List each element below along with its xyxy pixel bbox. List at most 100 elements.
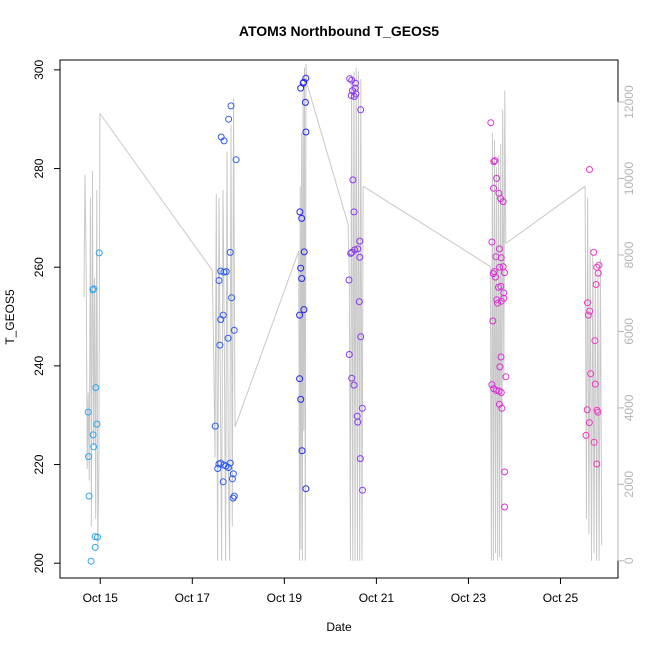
data-point (354, 418, 362, 426)
data-point (229, 470, 237, 478)
data-point (300, 248, 308, 256)
data-point (496, 363, 504, 371)
data-point (227, 102, 235, 110)
data-point (502, 373, 510, 381)
axes-layer: Oct 15 Oct 17 Oct 19 Oct 21 Oct 23 Oct 25 200 2… (32, 59, 636, 605)
data-point (350, 93, 358, 100)
data-point (298, 447, 306, 455)
y-tick-label: 260 (32, 257, 46, 277)
data-point (594, 269, 602, 277)
data-point (346, 75, 354, 83)
data-point (345, 276, 353, 284)
data-point (594, 408, 602, 416)
altitude-connector-line-4 (362, 185, 491, 267)
data-point (224, 464, 232, 471)
data-point (89, 286, 97, 294)
data-point (226, 459, 234, 467)
data-point (490, 158, 498, 166)
data-point (94, 533, 101, 541)
secondary-y-tick-label: 12000 (622, 85, 636, 119)
altitude-flight-line-1 (83, 113, 101, 546)
data-point (487, 119, 495, 127)
data-point (225, 115, 233, 123)
data-point (584, 311, 592, 319)
y-tick-label: 280 (32, 158, 46, 178)
data-point (297, 84, 305, 92)
data-point (496, 263, 504, 271)
data-point (582, 431, 590, 439)
data-point (586, 166, 593, 173)
data-point (583, 406, 591, 414)
data-point (586, 307, 594, 315)
data-point (357, 333, 365, 341)
x-tick-label: Oct 17 (175, 591, 211, 605)
data-point (359, 486, 366, 494)
data-point (214, 465, 222, 472)
secondary-y-tick-label: 4000 (622, 394, 636, 421)
data-point (592, 281, 600, 288)
data-point (350, 381, 358, 389)
data-point (498, 404, 506, 412)
data-point (501, 269, 508, 277)
y-tick-label: 240 (32, 356, 46, 376)
data-point (501, 503, 509, 511)
altitude-flight-line-3 (298, 63, 308, 561)
data-point (350, 208, 358, 216)
data-point (354, 245, 362, 253)
data-point (357, 106, 365, 114)
data-point (89, 431, 97, 439)
data-point (492, 273, 499, 281)
data-point (587, 370, 595, 378)
data-point (355, 298, 363, 306)
data-point (93, 420, 101, 428)
data-point (219, 478, 227, 486)
data-point (228, 475, 236, 483)
data-point (488, 238, 496, 246)
chart-title: ATOM3 Northbound T_GEOS5 (239, 23, 439, 39)
y-tick-label: 300 (32, 60, 46, 80)
data-point (499, 198, 507, 206)
data-point (591, 380, 599, 388)
data-point (497, 353, 505, 361)
altitude-flight-line-6 (584, 186, 603, 561)
data-point (591, 337, 599, 345)
data-point (220, 137, 228, 145)
data-point (347, 92, 355, 99)
data-point (230, 492, 238, 500)
data-point (495, 245, 503, 253)
scatter-points-layer (84, 74, 603, 565)
data-point (497, 282, 505, 290)
data-point (490, 184, 497, 192)
altitude-connector-line-3 (306, 82, 349, 225)
data-point (488, 381, 496, 389)
data-point (358, 404, 366, 412)
x-axis-label: Date (326, 620, 352, 634)
data-point (302, 128, 310, 136)
x-tick-label: Oct 25 (543, 591, 579, 605)
secondary-y-tick-label: 10000 (622, 162, 636, 196)
data-point (216, 341, 224, 349)
y-tick-label: 220 (32, 454, 46, 474)
data-point (298, 275, 306, 282)
data-point (297, 395, 305, 403)
data-point (348, 374, 356, 382)
data-point (493, 296, 501, 304)
data-point (493, 174, 501, 182)
data-point (356, 237, 364, 245)
data-point (347, 249, 355, 257)
data-point (217, 316, 225, 323)
data-point (585, 419, 593, 427)
data-point (85, 453, 93, 461)
data-point (593, 460, 601, 468)
data-point (584, 299, 591, 307)
data-point (90, 285, 98, 293)
data-point (301, 98, 309, 106)
altitude-flight-line-2 (211, 98, 236, 561)
data-point (84, 408, 92, 416)
secondary-y-tick-label: 8000 (622, 241, 636, 268)
data-point (297, 264, 305, 272)
data-point (500, 289, 508, 297)
x-tick-label: Oct 15 (83, 591, 119, 605)
altitude-connector-line-2 (234, 250, 300, 428)
